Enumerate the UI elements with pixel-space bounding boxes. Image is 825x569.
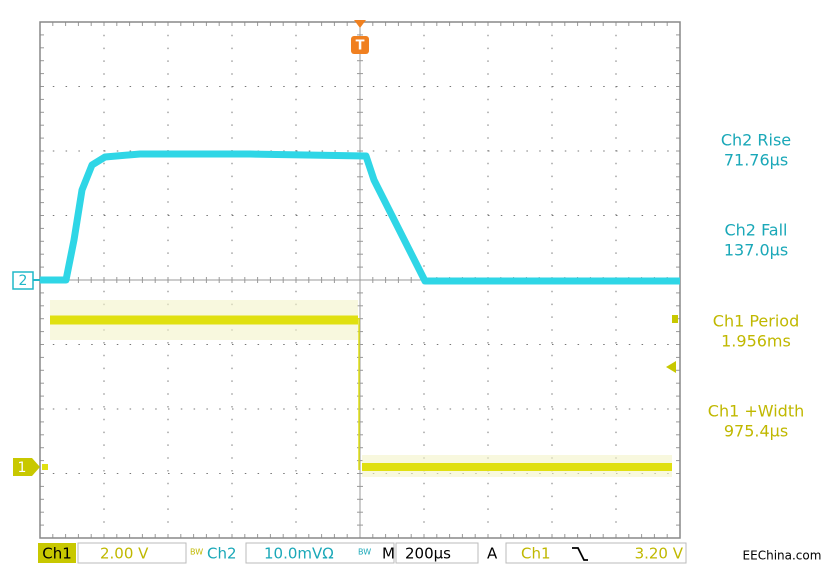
trigger-slope-icon: [572, 547, 588, 561]
ch2-marker-label: 2: [19, 273, 28, 289]
ch1-edge-marker: [672, 315, 678, 323]
measurement-label: Ch2 Fall: [724, 221, 787, 240]
measurement-value: 975.4µs: [724, 422, 788, 441]
measurement-label: Ch1 Period: [713, 312, 799, 331]
measurements: Ch2 Rise 71.76µs Ch2 Fall 137.0µs Ch1 Pe…: [708, 131, 804, 441]
measurement-value: 137.0µs: [724, 241, 788, 260]
ch1-marker: [13, 458, 40, 476]
measurement-value: 1.956ms: [721, 332, 791, 351]
watermark: EEChina.com: [743, 549, 822, 563]
trigger-mode: A: [487, 545, 498, 563]
ch1-bw-limit: BW: [190, 548, 203, 557]
ch1-label-box: [38, 543, 76, 563]
trigger-source: Ch1: [521, 545, 551, 563]
ch2-scale: 10.0mVΩ: [264, 545, 334, 563]
timebase-label: M: [382, 545, 395, 563]
timebase-box: [395, 542, 479, 564]
ch2-scale-box: [245, 542, 395, 564]
ch1-label: Ch1: [42, 545, 72, 563]
status-bar: Ch1 2.00 V BW Ch2 10.0mVΩ BW M 200µs A C…: [38, 542, 687, 564]
trigger-position: [354, 20, 366, 28]
measurement-value: 71.76µs: [724, 151, 788, 170]
trigger-marker: [351, 36, 369, 54]
measurement-label: Ch2 Rise: [721, 131, 791, 150]
trigger-level-marker: [666, 361, 676, 373]
trigger-level: 3.20 V: [635, 545, 684, 563]
ch2-bw-limit: BW: [358, 548, 371, 557]
trigger-box: [505, 542, 687, 564]
ch2-trace: [40, 150, 680, 285]
trigger-marker-label: T: [356, 39, 365, 54]
timebase: 200µs: [405, 545, 451, 563]
ch1-scale: 2.00 V: [100, 545, 149, 563]
measurement-label: Ch1 +Width: [708, 402, 804, 421]
ch1-marker-label: 1: [18, 460, 27, 476]
ch1-scale-box: [77, 542, 187, 564]
ch2-label: Ch2: [207, 545, 237, 563]
